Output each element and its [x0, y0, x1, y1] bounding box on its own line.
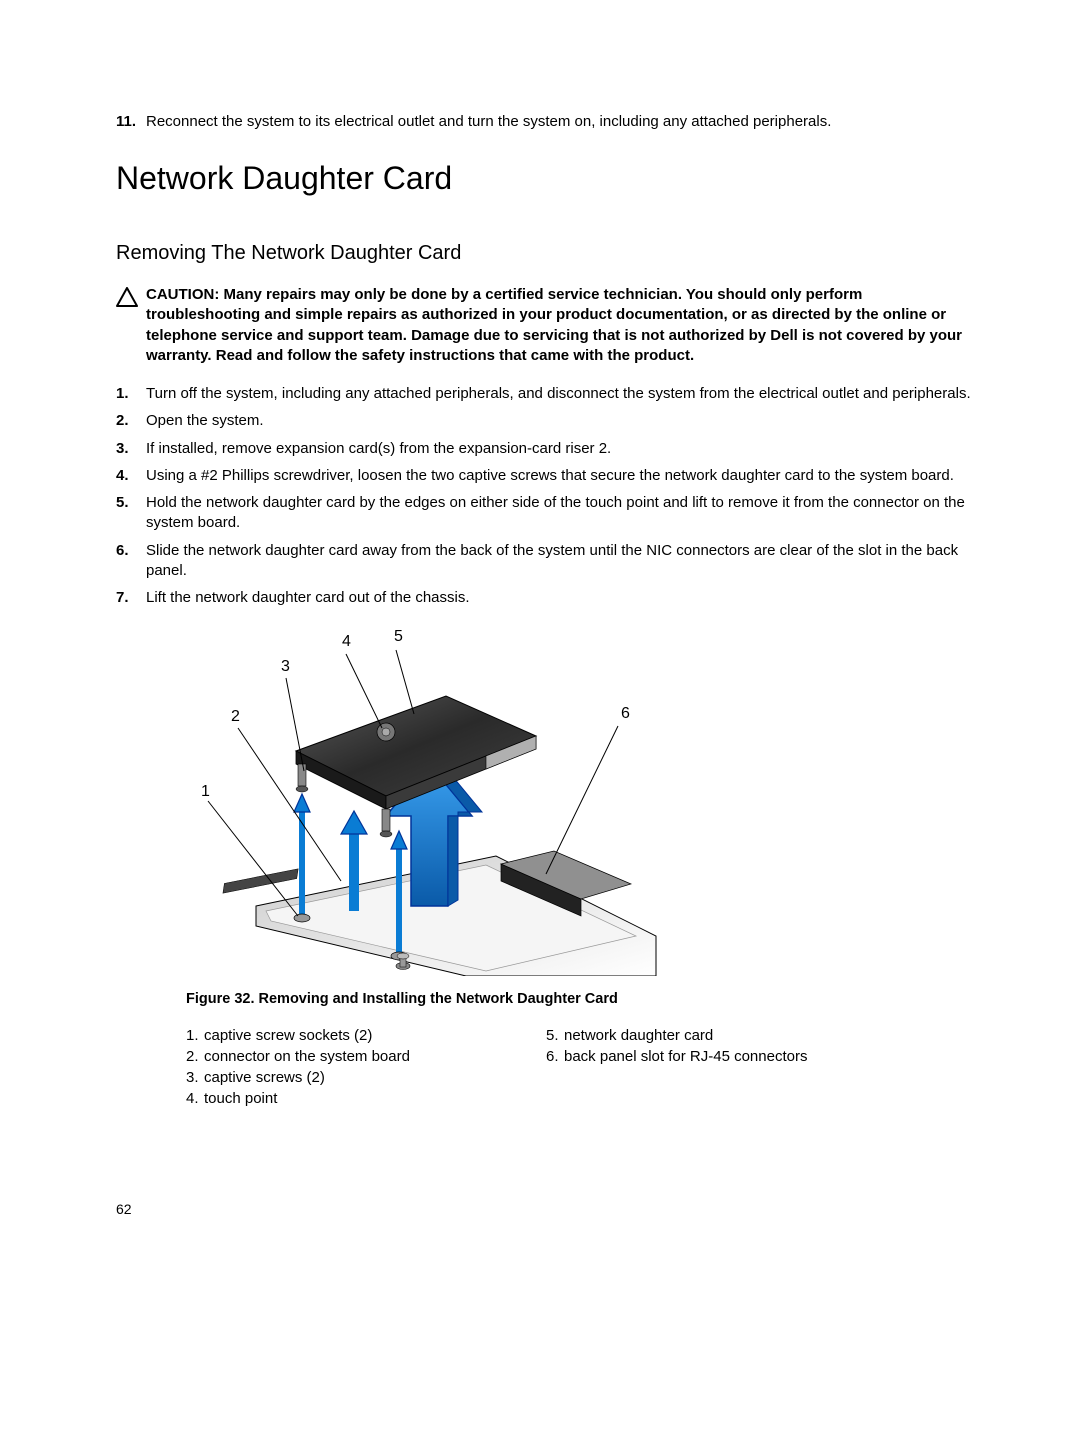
- callout-4: 4: [342, 633, 351, 650]
- legend-col-left: 1.captive screw sockets (2) 2.connector …: [186, 1027, 546, 1111]
- caution-block: CAUTION: Many repairs may only be done b…: [116, 285, 980, 366]
- legend-text: touch point: [204, 1090, 277, 1107]
- prior-step-11: 11. Reconnect the system to its electric…: [116, 113, 980, 130]
- callout-2: 2: [231, 708, 240, 725]
- legend-item: 5.network daughter card: [546, 1027, 846, 1044]
- heading-network-daughter-card: Network Daughter Card: [116, 160, 980, 197]
- caution-icon: [116, 285, 146, 366]
- step-4: 4.Using a #2 Phillips screwdriver, loose…: [116, 466, 980, 486]
- network-daughter-card: [296, 696, 536, 809]
- legend-item: 1.captive screw sockets (2): [186, 1027, 546, 1044]
- legend-num: 2.: [186, 1048, 204, 1065]
- procedure-steps: 1.Turn off the system, including any att…: [116, 384, 980, 608]
- legend-num: 5.: [546, 1027, 564, 1044]
- legend-num: 3.: [186, 1069, 204, 1086]
- legend-item: 2.connector on the system board: [186, 1048, 546, 1065]
- legend-item: 6.back panel slot for RJ-45 connectors: [546, 1048, 846, 1065]
- step-1: 1.Turn off the system, including any att…: [116, 384, 980, 404]
- callout-1: 1: [201, 783, 210, 800]
- step-text: Lift the network daughter card out of th…: [146, 588, 980, 608]
- figure-legend: 1.captive screw sockets (2) 2.connector …: [186, 1027, 980, 1111]
- step-number: 6.: [116, 541, 146, 582]
- callout-5: 5: [394, 628, 403, 645]
- legend-col-right: 5.network daughter card 6.back panel slo…: [546, 1027, 846, 1111]
- callout-6: 6: [621, 705, 630, 722]
- step-text: Using a #2 Phillips screwdriver, loosen …: [146, 466, 980, 486]
- step-text: Hold the network daughter card by the ed…: [146, 493, 980, 534]
- caution-text: CAUTION: Many repairs may only be done b…: [146, 285, 980, 366]
- step-number: 3.: [116, 439, 146, 459]
- legend-text: network daughter card: [564, 1027, 713, 1044]
- step-text: Slide the network daughter card away fro…: [146, 541, 980, 582]
- step-number: 1.: [116, 384, 146, 404]
- legend-num: 1.: [186, 1027, 204, 1044]
- legend-text: captive screw sockets (2): [204, 1027, 372, 1044]
- step-3: 3.If installed, remove expansion card(s)…: [116, 439, 980, 459]
- step-7: 7.Lift the network daughter card out of …: [116, 588, 980, 608]
- step-text: If installed, remove expansion card(s) f…: [146, 439, 980, 459]
- document-page: 11. Reconnect the system to its electric…: [0, 0, 1080, 1277]
- step-5: 5.Hold the network daughter card by the …: [116, 493, 980, 534]
- heading-removing-ndc: Removing The Network Daughter Card: [116, 242, 980, 265]
- step-text: Open the system.: [146, 411, 980, 431]
- step-number: 5.: [116, 493, 146, 534]
- step-text: Turn off the system, including any attac…: [146, 384, 980, 404]
- legend-num: 6.: [546, 1048, 564, 1065]
- legend-item: 3.captive screws (2): [186, 1069, 546, 1086]
- step-6: 6.Slide the network daughter card away f…: [116, 541, 980, 582]
- step-number: 11.: [116, 113, 146, 130]
- page-number: 62: [116, 1201, 980, 1217]
- legend-item: 4.touch point: [186, 1090, 546, 1107]
- callout-3: 3: [281, 658, 290, 675]
- legend-text: connector on the system board: [204, 1048, 410, 1065]
- step-number: 7.: [116, 588, 146, 608]
- figure-32: 1 2 3 4 5 6: [186, 616, 980, 976]
- step-2: 2.Open the system.: [116, 411, 980, 431]
- step-number: 2.: [116, 411, 146, 431]
- step-text: Reconnect the system to its electrical o…: [146, 113, 831, 130]
- legend-text: back panel slot for RJ-45 connectors: [564, 1048, 807, 1065]
- figure-caption: Figure 32. Removing and Installing the N…: [186, 991, 980, 1007]
- step-number: 4.: [116, 466, 146, 486]
- legend-text: captive screws (2): [204, 1069, 325, 1086]
- legend-num: 4.: [186, 1090, 204, 1107]
